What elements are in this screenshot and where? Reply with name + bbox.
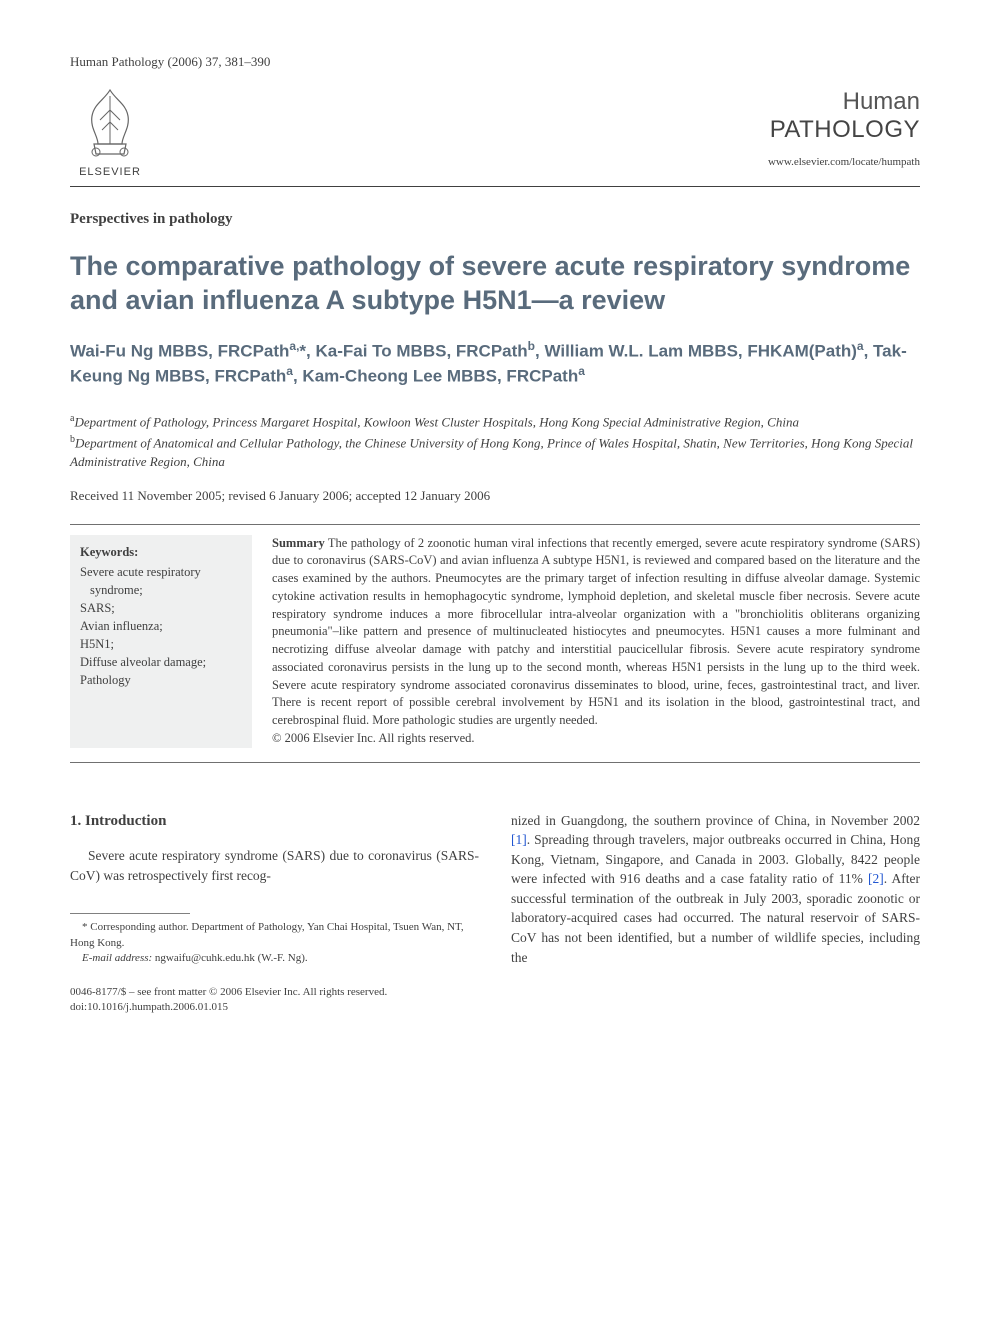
publisher-label: ELSEVIER xyxy=(79,166,141,178)
footnote-separator xyxy=(70,913,190,914)
keywords-items: Severe acute respiratory syndrome;SARS;A… xyxy=(80,563,242,690)
journal-name-line-2: PATHOLOGY xyxy=(768,116,920,144)
article-title: The comparative pathology of severe acut… xyxy=(70,250,920,318)
body-columns: 1. Introduction Severe acute respiratory… xyxy=(70,811,920,1016)
journal-url[interactable]: www.elsevier.com/locate/humpath xyxy=(768,156,920,168)
footer-copyright: 0046-8177/$ – see front matter © 2006 El… xyxy=(70,985,479,1000)
header-top-row: ELSEVIER Human PATHOLOGY www.elsevier.co… xyxy=(70,82,920,178)
article-dates: Received 11 November 2005; revised 6 Jan… xyxy=(70,488,920,504)
footer-block: 0046-8177/$ – see front matter © 2006 El… xyxy=(70,985,479,1016)
corresponding-author-footnote: * Corresponding author. Department of Pa… xyxy=(70,920,479,951)
email-label: E-mail address: xyxy=(82,952,152,964)
abstract-rule-bottom xyxy=(70,762,920,763)
header-citation: Human Pathology (2006) 37, 381–390 xyxy=(70,54,920,70)
body-column-right: nized in Guangdong, the southern provinc… xyxy=(511,811,920,1016)
publisher-block: ELSEVIER xyxy=(70,82,150,178)
body-column-left: 1. Introduction Severe acute respiratory… xyxy=(70,811,479,1016)
summary-copyright: © 2006 Elsevier Inc. All rights reserved… xyxy=(272,731,475,745)
affiliations: aDepartment of Pathology, Princess Marga… xyxy=(70,412,920,471)
authors-list: Wai-Fu Ng MBBS, FRCPatha,*, Ka-Fai To MB… xyxy=(70,338,920,389)
elsevier-tree-icon xyxy=(74,82,146,164)
email-address[interactable]: ngwaifu@cuhk.edu.hk (W.-F. Ng). xyxy=(152,952,307,964)
footer-doi: doi:10.1016/j.humpath.2006.01.015 xyxy=(70,1000,479,1015)
abstract-row: Keywords: Severe acute respiratory syndr… xyxy=(70,525,920,762)
section-heading-introduction: 1. Introduction xyxy=(70,811,479,833)
citation-link-1[interactable]: [1] xyxy=(511,832,527,847)
citation-link-2[interactable]: [2] xyxy=(868,871,884,886)
article-type: Perspectives in pathology xyxy=(70,211,920,228)
journal-brand: Human PATHOLOGY www.elsevier.com/locate/… xyxy=(768,82,920,168)
summary-label: Summary xyxy=(272,536,325,550)
intro-paragraph-left: Severe acute respiratory syndrome (SARS)… xyxy=(70,846,479,885)
summary-block: Summary The pathology of 2 zoonotic huma… xyxy=(272,535,920,748)
intro-paragraph-right: nized in Guangdong, the southern provinc… xyxy=(511,811,920,968)
email-footnote: E-mail address: ngwaifu@cuhk.edu.hk (W.-… xyxy=(70,951,479,966)
header-rule xyxy=(70,186,920,187)
keywords-box: Keywords: Severe acute respiratory syndr… xyxy=(70,535,252,748)
summary-text: The pathology of 2 zoonotic human viral … xyxy=(272,536,920,728)
keywords-label: Keywords: xyxy=(80,543,242,561)
journal-name-line-1: Human xyxy=(768,88,920,116)
